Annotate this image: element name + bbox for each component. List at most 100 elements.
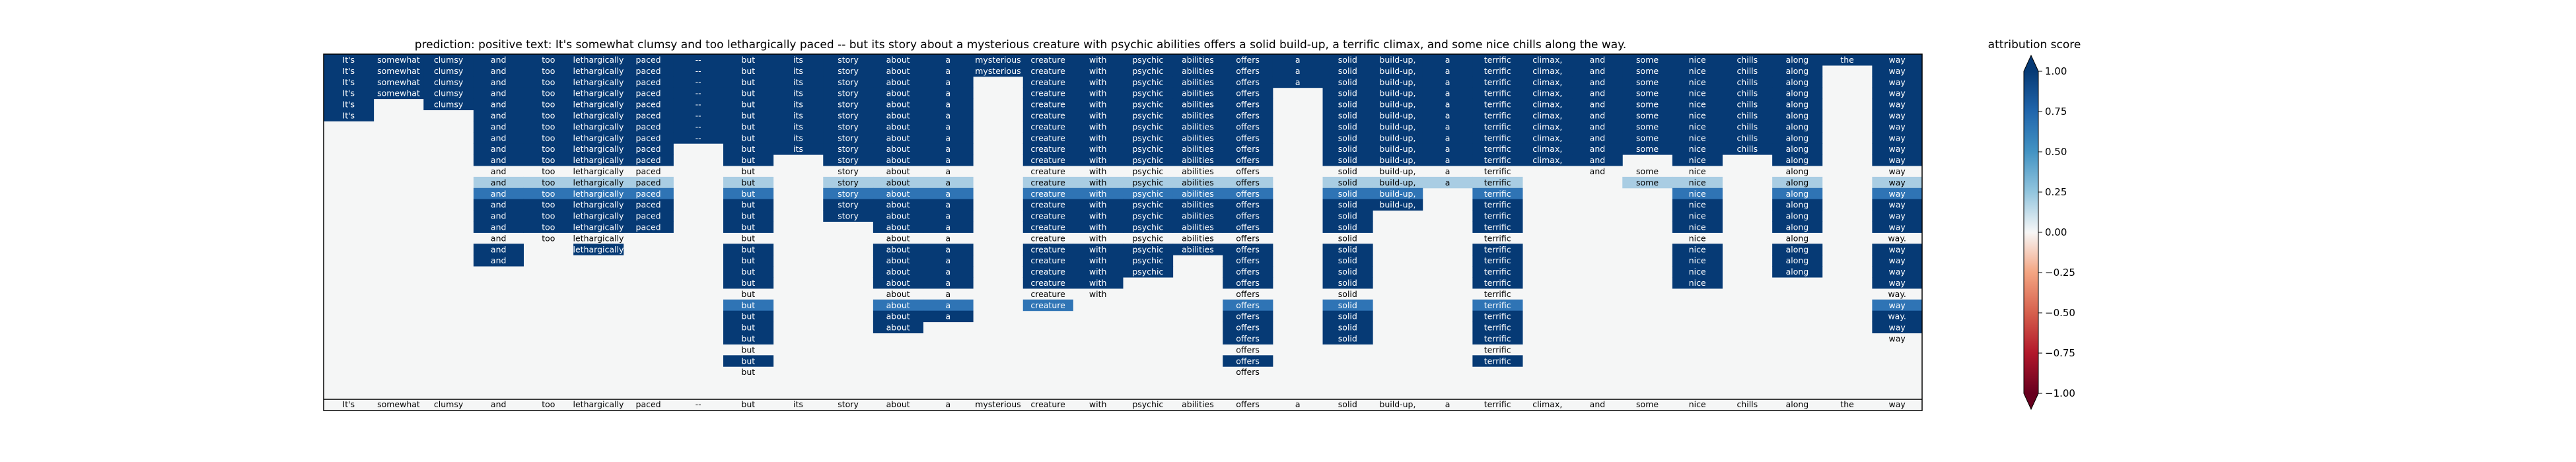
cell-label: psychic: [1132, 121, 1163, 131]
cell-label: way: [1889, 166, 1906, 176]
cell-label: creature: [1030, 155, 1065, 165]
cell-label: a: [945, 178, 950, 187]
heatmap-cell: [573, 87, 624, 100]
heatmap-cell: [1422, 132, 1473, 144]
heatmap-cell: [1322, 143, 1373, 155]
cell-label: psychic: [1132, 189, 1163, 199]
heatmap-cell: [1472, 277, 1523, 289]
cell-label: about: [886, 300, 910, 310]
heatmap-cell: [1672, 110, 1723, 121]
cell-label: psychic: [1132, 66, 1163, 76]
heatmap-cell: [373, 65, 424, 77]
heatmap-cell: [1572, 54, 1623, 66]
cell-label: build-up,: [1379, 100, 1415, 110]
cell-label: along: [1786, 166, 1809, 176]
token-label: somewhat: [377, 399, 420, 409]
heatmap-cell: [723, 176, 774, 189]
heatmap-cell: [523, 132, 574, 144]
heatmap-cell: [873, 210, 923, 222]
cell-label: paced: [636, 178, 661, 187]
heatmap-cell: [1572, 98, 1623, 110]
cell-label: along: [1786, 88, 1809, 98]
heatmap-cell: [1422, 87, 1473, 100]
heatmap-cell: [1223, 98, 1273, 110]
cell-label: creature: [1030, 255, 1065, 265]
cell-label: but: [741, 356, 755, 366]
cell-label: creature: [1030, 200, 1065, 210]
cell-label: with: [1089, 166, 1107, 176]
cell-label: and: [1590, 121, 1606, 131]
cell-label: about: [886, 121, 910, 131]
cell-label: with: [1089, 133, 1107, 143]
heatmap-cell: [1722, 121, 1773, 133]
cell-label: creature: [1030, 178, 1065, 187]
heatmap-cell: [1522, 65, 1573, 77]
cell-label: and: [491, 255, 507, 265]
heatmap-cell: [1172, 244, 1223, 255]
heatmap-cell: [1672, 255, 1723, 267]
heatmap-cell: [1373, 132, 1423, 144]
heatmap-cell: [623, 176, 674, 189]
cell-label: way: [1889, 255, 1906, 265]
heatmap-cell: [1073, 87, 1124, 100]
heatmap-cell: [1123, 221, 1174, 233]
heatmap-cell: [1123, 154, 1174, 166]
cell-label: terrific: [1484, 144, 1511, 154]
heatmap-cell: [523, 154, 574, 166]
heatmap-cell: [473, 98, 524, 110]
cell-label: lethargically: [573, 244, 624, 254]
heatmap-cell: [1073, 255, 1124, 267]
cell-label: too: [542, 100, 555, 110]
cell-label: story: [838, 100, 859, 110]
heatmap-cell: [1322, 310, 1373, 323]
heatmap-cell: [923, 54, 974, 66]
heatmap-cell: [1172, 210, 1223, 222]
heatmap-cell: [673, 110, 724, 121]
cell-label: way.: [1888, 289, 1906, 299]
heatmap-cell: [573, 176, 624, 189]
cell-label: and: [491, 121, 507, 131]
heatmap-cell: [1123, 187, 1174, 200]
cell-label: and: [491, 100, 507, 110]
heatmap-cell: [873, 255, 923, 267]
heatmap-cell: [1472, 321, 1523, 333]
heatmap-cell: [1123, 143, 1174, 155]
cell-label: offers: [1236, 222, 1260, 232]
cell-label: along: [1786, 155, 1809, 165]
cell-label: and: [491, 200, 507, 210]
cell-label: with: [1089, 189, 1107, 199]
cell-label: some: [1636, 110, 1659, 120]
heatmap-cell: [1022, 54, 1073, 66]
heatmap-cell: [1672, 143, 1723, 155]
heatmap-cell: [1622, 121, 1673, 133]
cell-label: terrific: [1484, 133, 1511, 143]
cell-label: solid: [1338, 211, 1357, 221]
cell-label: build-up,: [1379, 189, 1415, 199]
cell-label: lethargically: [573, 200, 624, 210]
cell-label: solid: [1338, 200, 1357, 210]
cell-label: build-up,: [1379, 200, 1415, 210]
cell-label: offers: [1236, 244, 1260, 254]
heatmap-cell: [673, 87, 724, 100]
heatmap-cell: [873, 187, 923, 200]
token-label: a: [1445, 399, 1450, 409]
heatmap-cell: [1572, 87, 1623, 100]
cell-label: offers: [1236, 100, 1260, 110]
heatmap-cell: [1223, 277, 1273, 289]
cell-label: psychic: [1132, 211, 1163, 221]
heatmap-cell: [623, 76, 674, 88]
cell-label: paced: [636, 222, 661, 232]
colorbar-tick-label: 0.25: [2045, 186, 2067, 198]
heatmap-cell: [1522, 76, 1573, 88]
cell-label: climax,: [1532, 88, 1562, 98]
heatmap-cell: [1272, 65, 1323, 77]
cell-label: abilities: [1182, 222, 1214, 232]
heatmap-frame: [323, 53, 1923, 411]
heatmap-cell: [324, 98, 375, 110]
heatmap-cell: [1472, 255, 1523, 267]
cell-label: solid: [1338, 222, 1357, 232]
cell-label: way: [1889, 133, 1906, 143]
cell-label: and: [491, 144, 507, 154]
token-label: chills: [1736, 399, 1758, 409]
cell-label: along: [1786, 255, 1809, 265]
